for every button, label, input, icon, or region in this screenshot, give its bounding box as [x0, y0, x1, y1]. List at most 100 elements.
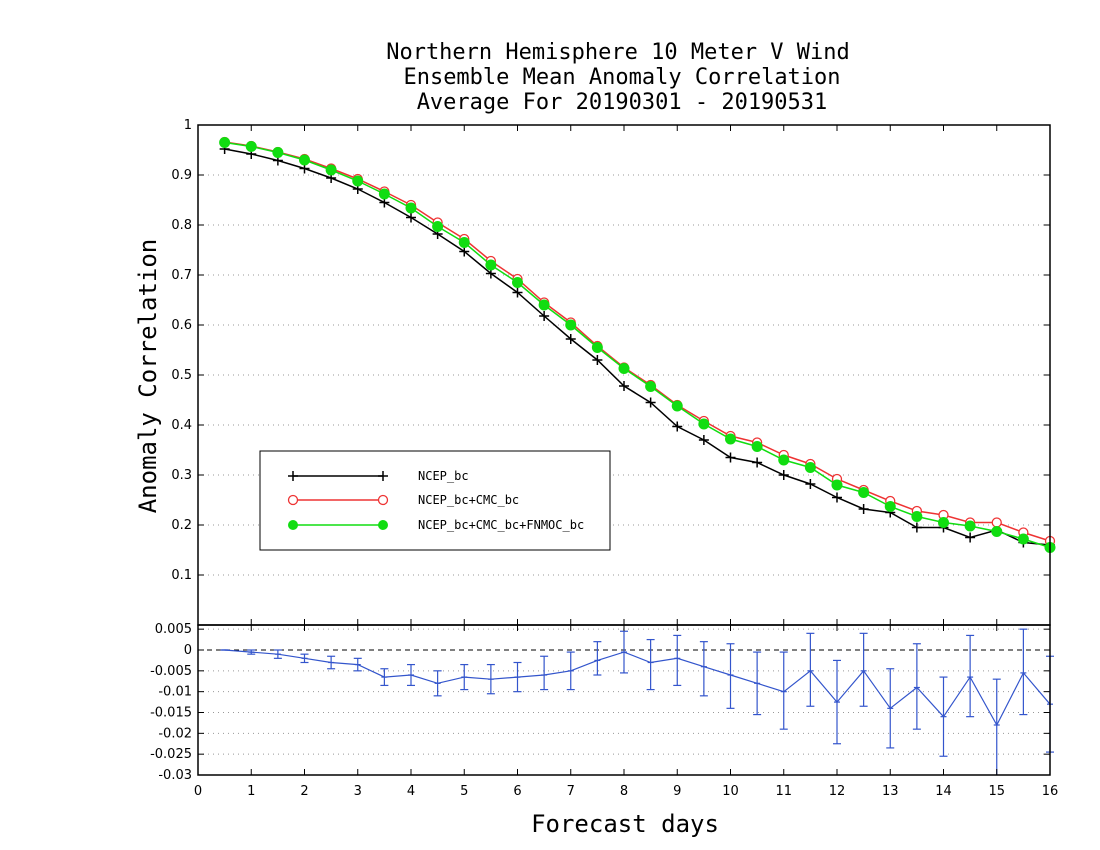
series-3-point: [778, 454, 790, 466]
difference-point: [620, 630, 628, 674]
series-3-point: [618, 363, 630, 374]
series-3-point: [591, 342, 603, 353]
series-3-point: [884, 501, 896, 512]
series-1-point: [459, 246, 470, 257]
difference-y-tick-label: -0.03: [158, 768, 192, 783]
x-tick-label: 5: [460, 784, 468, 799]
series-3-point: [751, 441, 763, 452]
difference-point: [433, 670, 442, 697]
difference-point: [247, 649, 256, 655]
main-y-tick-label: 1: [184, 118, 192, 133]
x-tick-label: 2: [300, 784, 308, 799]
x-tick-label: 9: [673, 784, 681, 799]
series-1-point: [698, 435, 709, 445]
difference-y-tick-label: 0.005: [155, 622, 192, 637]
series-1-point: [805, 479, 816, 489]
series-1-point: [832, 492, 842, 503]
series-1-point: [539, 311, 550, 321]
series-1-point: [965, 532, 976, 543]
series-3-point: [804, 462, 816, 473]
x-tick-label: 3: [354, 784, 362, 799]
series-line-1: [224, 148, 1051, 546]
difference-point: [353, 657, 362, 672]
series-1-point: [645, 397, 656, 408]
difference-point: [540, 655, 549, 691]
difference-point: [859, 632, 868, 707]
difference-point: [566, 651, 575, 691]
series-3-point: [299, 154, 310, 166]
series-3-point: [272, 147, 284, 158]
x-tick-label: 15: [988, 784, 1005, 799]
main-y-tick-label: 0.8: [171, 218, 192, 233]
difference-point: [779, 651, 788, 730]
legend-marker: [288, 520, 298, 530]
legend-marker: [287, 494, 299, 506]
difference-panel: 0.005 0 -0.005 -0.01 -0.015 -0.02 -0.025 -0.03: [150, 622, 1054, 783]
legend: NCEP_bc NCEP_bc+CMC_bc NCEP_bc+CMC_bc+FNMO…: [259, 450, 611, 551]
difference-y-tick-label: -0.005: [150, 664, 192, 679]
difference-point: [806, 632, 815, 707]
main-y-tick-label: 0.5: [171, 368, 192, 383]
difference-point: [939, 676, 948, 757]
series-3-point: [325, 164, 337, 176]
x-tick-label: 12: [829, 784, 846, 799]
series-3: [219, 137, 1056, 553]
series-3-point: [964, 520, 976, 532]
difference-point: [486, 663, 495, 695]
series-3-point: [645, 381, 657, 392]
series-3-point: [378, 188, 390, 200]
series-3-point: [565, 319, 577, 331]
series-1-point: [406, 212, 416, 223]
series-3-point: [991, 526, 1003, 537]
difference-point: [726, 643, 735, 709]
difference-y-tick-label: 0: [184, 643, 192, 658]
y-axis-label: Anomaly Correlation: [134, 239, 162, 514]
series-1-point: [672, 421, 683, 432]
series-1-point: [911, 522, 922, 533]
difference-point: [1019, 628, 1028, 716]
main-y-tick-label: 0.3: [171, 468, 192, 483]
x-tick-label: 8: [620, 784, 628, 799]
chart-title-line-3: Average For 20190301 - 20190531: [417, 90, 828, 115]
main-y-tick-label: 0.6: [171, 318, 192, 333]
series-3-point: [911, 511, 923, 522]
main-panel: 0.1 0.2 0.3 0.4 0.5 0.6 0.7 0.8 0.9 1: [171, 118, 1056, 626]
main-y-tick-label: 0.7: [171, 268, 192, 283]
series-3-point: [538, 299, 550, 311]
series-1-point: [512, 287, 523, 298]
difference-point: [300, 653, 309, 664]
difference-point: [593, 641, 602, 676]
difference-series: [220, 628, 1054, 775]
series-3-point: [512, 277, 523, 288]
series-1-point: [592, 355, 603, 365]
series-3-point: [458, 237, 470, 248]
legend-label: NCEP_bc: [418, 469, 469, 483]
x-axis-label: Forecast days: [531, 810, 719, 838]
difference-point: [273, 649, 282, 659]
series-1-point: [778, 470, 789, 480]
x-tick-label: 6: [513, 784, 521, 799]
main-y-tick-label: 0.9: [171, 168, 192, 183]
difference-point: [912, 643, 921, 730]
legend-marker: [377, 494, 389, 506]
series-3-point: [245, 141, 257, 152]
difference-point: [992, 678, 1001, 775]
series-1-point: [565, 334, 576, 344]
series-1-point: [619, 381, 629, 391]
series-3-point: [485, 259, 497, 271]
series-2-point: [991, 517, 1002, 528]
x-tick-label: 10: [722, 784, 739, 799]
series-3-point: [1017, 533, 1029, 545]
difference-y-axis: 0.005 0 -0.005 -0.01 -0.015 -0.02 -0.025 -0.03: [150, 622, 1050, 783]
difference-point: [380, 668, 389, 687]
main-y-axis: 0.1 0.2 0.3 0.4 0.5 0.6 0.7 0.8 0.9 1: [171, 118, 1050, 583]
difference-y-tick-label: -0.01: [158, 685, 192, 700]
difference-point: [886, 668, 895, 749]
x-axis: 0 1 2 3 4 5 6 7 8 9 10 11 12 13 14 15 16: [194, 125, 1058, 799]
difference-point: [407, 663, 415, 687]
series-3-point: [938, 517, 949, 528]
legend-marker: [378, 471, 388, 481]
difference-y-tick-label: -0.015: [150, 706, 192, 721]
main-gridlines: [198, 174, 1050, 576]
series-3-point: [698, 418, 710, 430]
